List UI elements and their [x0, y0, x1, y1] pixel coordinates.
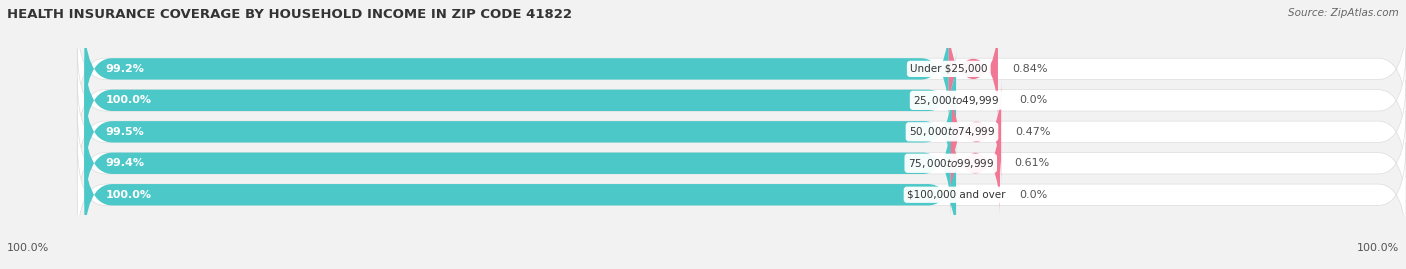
FancyBboxPatch shape [950, 111, 1000, 215]
Text: Under $25,000: Under $25,000 [910, 64, 987, 74]
FancyBboxPatch shape [84, 143, 956, 247]
Text: $25,000 to $49,999: $25,000 to $49,999 [912, 94, 1000, 107]
FancyBboxPatch shape [952, 80, 1001, 184]
FancyBboxPatch shape [77, 111, 1406, 215]
FancyBboxPatch shape [77, 143, 1406, 247]
FancyBboxPatch shape [77, 48, 1406, 153]
Text: $50,000 to $74,999: $50,000 to $74,999 [908, 125, 995, 138]
FancyBboxPatch shape [84, 48, 956, 153]
Text: 100.0%: 100.0% [7, 243, 49, 253]
Text: 99.2%: 99.2% [105, 64, 145, 74]
Text: $75,000 to $99,999: $75,000 to $99,999 [908, 157, 994, 170]
Text: 100.0%: 100.0% [1357, 243, 1399, 253]
Text: 100.0%: 100.0% [105, 95, 152, 105]
Text: 0.0%: 0.0% [1019, 190, 1047, 200]
Text: 0.84%: 0.84% [1012, 64, 1047, 74]
FancyBboxPatch shape [77, 80, 1406, 184]
Text: 99.4%: 99.4% [105, 158, 145, 168]
Text: 0.0%: 0.0% [1019, 95, 1047, 105]
Text: 0.61%: 0.61% [1014, 158, 1049, 168]
FancyBboxPatch shape [84, 111, 950, 215]
FancyBboxPatch shape [84, 80, 952, 184]
Text: $100,000 and over: $100,000 and over [907, 190, 1005, 200]
FancyBboxPatch shape [84, 17, 949, 121]
Text: HEALTH INSURANCE COVERAGE BY HOUSEHOLD INCOME IN ZIP CODE 41822: HEALTH INSURANCE COVERAGE BY HOUSEHOLD I… [7, 8, 572, 21]
Text: 99.5%: 99.5% [105, 127, 145, 137]
FancyBboxPatch shape [949, 17, 998, 121]
Text: 100.0%: 100.0% [105, 190, 152, 200]
Text: 0.47%: 0.47% [1015, 127, 1050, 137]
Legend: With Coverage, Without Coverage: With Coverage, Without Coverage [582, 265, 824, 269]
Text: Source: ZipAtlas.com: Source: ZipAtlas.com [1288, 8, 1399, 18]
FancyBboxPatch shape [77, 17, 1406, 121]
